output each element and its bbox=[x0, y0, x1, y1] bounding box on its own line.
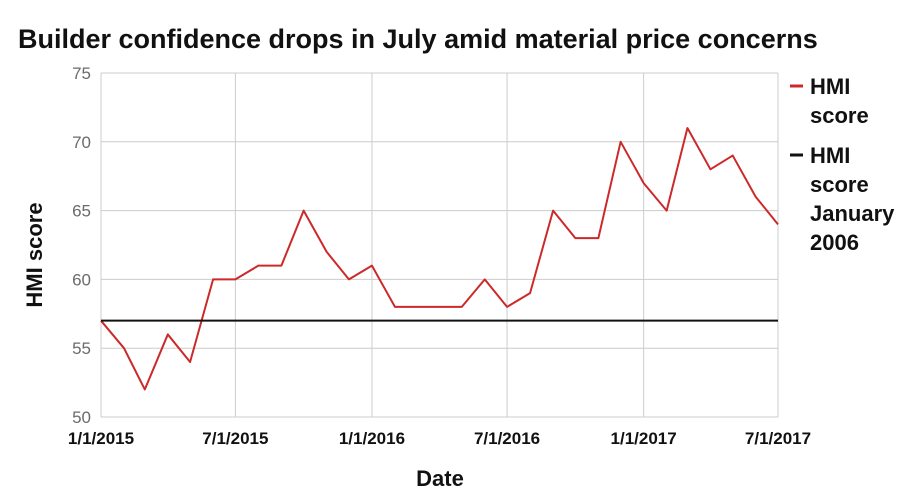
y-tick-label: 75 bbox=[72, 64, 91, 83]
y-tick-label: 60 bbox=[72, 270, 91, 289]
y-axis-title: HMI score bbox=[22, 202, 47, 307]
x-tick-label: 7/1/2017 bbox=[745, 429, 811, 448]
x-tick-label: 7/1/2016 bbox=[474, 429, 540, 448]
legend-label: HMI bbox=[810, 143, 850, 168]
legend-label: January bbox=[810, 201, 895, 226]
y-tick-label: 65 bbox=[72, 202, 91, 221]
x-tick-label: 7/1/2015 bbox=[202, 429, 268, 448]
x-tick-label: 1/1/2016 bbox=[339, 429, 405, 448]
x-tick-label: 1/1/2017 bbox=[611, 429, 677, 448]
legend: HMI score HMI score January 2006 bbox=[790, 74, 895, 255]
legend-entry-hmi-score: HMI score bbox=[790, 74, 869, 128]
y-tick-label: 55 bbox=[72, 339, 91, 358]
legend-label: HMI bbox=[810, 74, 850, 99]
legend-label: score bbox=[810, 172, 869, 197]
legend-label: score bbox=[810, 103, 869, 128]
series-line-hmi-score bbox=[100, 127, 779, 391]
x-tick-label: 1/1/2015 bbox=[68, 429, 134, 448]
x-axis-title: Date bbox=[416, 466, 464, 491]
legend-label: 2006 bbox=[810, 230, 859, 255]
y-tick-label: 50 bbox=[72, 408, 91, 427]
gridlines bbox=[100, 72, 779, 418]
series-lines bbox=[100, 127, 779, 391]
y-axis-ticks: 50 55 60 65 70 75 bbox=[72, 64, 91, 427]
y-tick-label: 70 bbox=[72, 133, 91, 152]
legend-entry-hmi-january-2006: HMI score January 2006 bbox=[790, 143, 895, 255]
x-axis-ticks: 1/1/2015 7/1/2015 1/1/2016 7/1/2016 1/1/2017… bbox=[68, 429, 811, 448]
chart-title: Builder confidence drops in July amid ma… bbox=[18, 24, 818, 54]
